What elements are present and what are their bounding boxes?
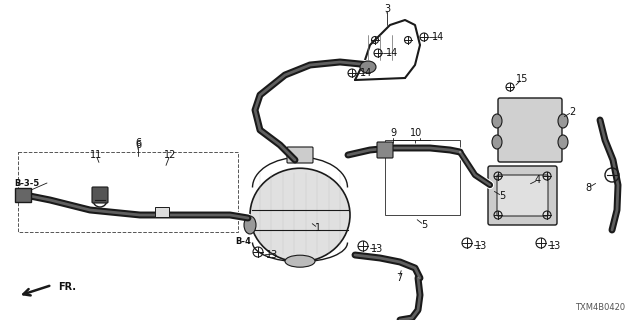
Text: 13: 13 xyxy=(266,250,278,260)
FancyBboxPatch shape xyxy=(15,188,31,202)
Ellipse shape xyxy=(360,61,376,73)
Text: 13: 13 xyxy=(475,241,487,251)
Ellipse shape xyxy=(558,135,568,149)
Text: 7: 7 xyxy=(396,273,402,283)
Ellipse shape xyxy=(285,255,315,267)
Bar xyxy=(155,207,169,217)
Text: 10: 10 xyxy=(410,128,422,138)
Ellipse shape xyxy=(492,114,502,128)
Ellipse shape xyxy=(558,114,568,128)
Text: 6: 6 xyxy=(135,138,141,148)
Text: 1: 1 xyxy=(315,223,321,233)
FancyBboxPatch shape xyxy=(287,147,313,163)
Text: 13: 13 xyxy=(371,244,383,254)
Text: 8: 8 xyxy=(585,183,591,193)
Text: B-4: B-4 xyxy=(235,237,251,246)
Ellipse shape xyxy=(250,168,350,262)
Text: 14: 14 xyxy=(386,48,398,58)
Text: 2: 2 xyxy=(569,107,575,117)
FancyBboxPatch shape xyxy=(498,98,562,162)
Text: 5: 5 xyxy=(421,220,427,230)
Bar xyxy=(385,140,460,215)
Bar xyxy=(18,152,238,232)
Text: 15: 15 xyxy=(516,74,528,84)
Text: 9: 9 xyxy=(390,128,396,138)
Text: B-3-5: B-3-5 xyxy=(14,179,39,188)
Text: TXM4B0420: TXM4B0420 xyxy=(575,303,625,312)
Text: 4: 4 xyxy=(535,175,541,185)
FancyBboxPatch shape xyxy=(497,175,548,216)
Text: 14: 14 xyxy=(432,32,444,42)
Text: FR.: FR. xyxy=(58,282,76,292)
Ellipse shape xyxy=(492,135,502,149)
FancyBboxPatch shape xyxy=(377,142,393,158)
Text: 11: 11 xyxy=(90,150,102,160)
Text: 6: 6 xyxy=(135,140,141,150)
FancyBboxPatch shape xyxy=(488,166,557,225)
Text: 13: 13 xyxy=(549,241,561,251)
FancyBboxPatch shape xyxy=(92,187,108,203)
Ellipse shape xyxy=(244,216,256,234)
Text: 5: 5 xyxy=(499,191,505,201)
Text: 3: 3 xyxy=(384,4,390,14)
Text: 12: 12 xyxy=(164,150,176,160)
Text: 14: 14 xyxy=(360,68,372,78)
